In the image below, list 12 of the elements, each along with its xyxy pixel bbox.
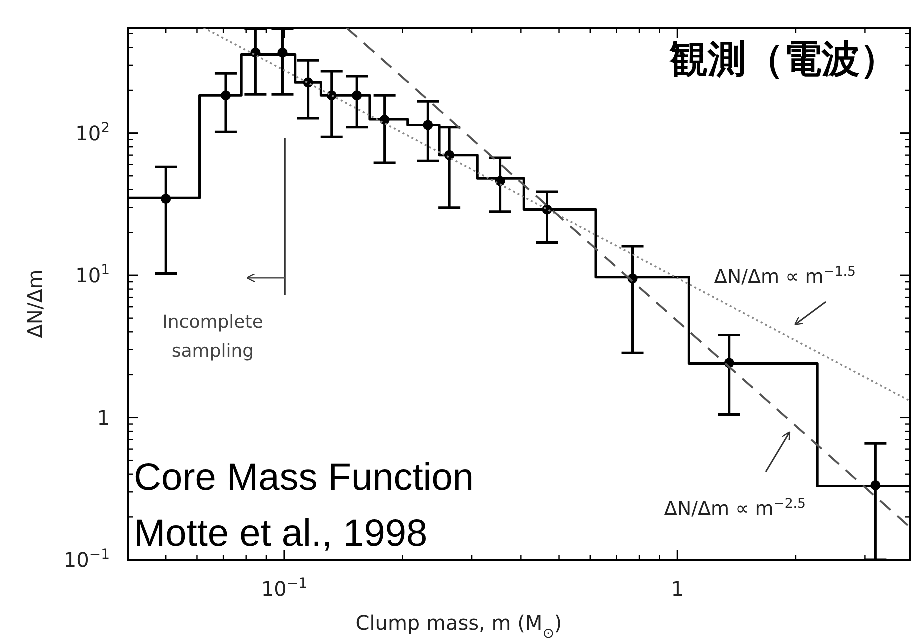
annotation: Core Mass Function [134, 457, 474, 499]
y-tick-label: 10$^{−1}$ [64, 547, 110, 572]
x-axis-title: Clump mass, m (M$_{⊙}$) [356, 611, 562, 642]
annotation: Incomplete sampling [162, 312, 264, 362]
y-tick-label: 1 [97, 406, 110, 430]
y-tick-label: 10$^{2}$ [76, 120, 110, 146]
annotation: ΔN/Δm ∝ m$^{−2.5}$ [664, 496, 806, 520]
annotation: Motte et al., 1998 [134, 513, 428, 555]
y-tick-label: 10$^{1}$ [76, 262, 110, 288]
annotation: ΔN/Δm ∝ m$^{−1.5}$ [714, 264, 856, 288]
y-axis-title: ΔN/Δm [23, 270, 47, 338]
chart-title: 観測（電波） [669, 37, 898, 81]
